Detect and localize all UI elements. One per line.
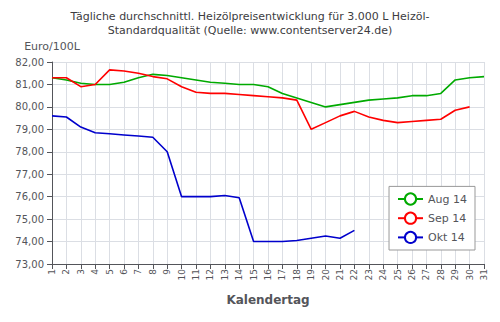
- svg-text:29: 29: [450, 269, 460, 281]
- svg-text:12: 12: [205, 269, 215, 280]
- svg-text:27: 27: [421, 269, 431, 280]
- svg-text:26: 26: [407, 269, 417, 281]
- svg-text:20: 20: [321, 269, 331, 281]
- svg-text:17: 17: [277, 269, 287, 280]
- svg-text:Okt 14: Okt 14: [428, 231, 465, 244]
- svg-text:14: 14: [234, 269, 244, 281]
- svg-text:23: 23: [364, 269, 374, 280]
- svg-text:18: 18: [292, 269, 302, 281]
- svg-text:74,00: 74,00: [15, 236, 44, 247]
- svg-text:4: 4: [90, 269, 100, 275]
- svg-text:19: 19: [306, 269, 316, 281]
- svg-text:75,00: 75,00: [15, 214, 44, 225]
- svg-text:73,00: 73,00: [15, 259, 44, 270]
- svg-text:3: 3: [76, 269, 86, 275]
- svg-text:79,00: 79,00: [15, 124, 44, 135]
- svg-text:9: 9: [162, 269, 172, 275]
- svg-text:Standardqualität (Quelle: www.: Standardqualität (Quelle: www.contentser…: [108, 24, 392, 37]
- svg-text:25: 25: [393, 269, 403, 280]
- svg-text:10: 10: [177, 269, 187, 281]
- svg-text:81,00: 81,00: [15, 79, 44, 90]
- svg-text:1: 1: [47, 269, 57, 275]
- svg-text:77,00: 77,00: [15, 169, 44, 180]
- svg-text:Kalendertag: Kalendertag: [226, 293, 309, 307]
- svg-text:22: 22: [349, 269, 359, 280]
- svg-text:16: 16: [263, 269, 273, 281]
- svg-text:11: 11: [191, 269, 201, 280]
- svg-text:Euro/100L: Euro/100L: [24, 40, 81, 53]
- svg-text:28: 28: [436, 269, 446, 281]
- svg-text:5: 5: [105, 269, 115, 275]
- svg-text:8: 8: [148, 269, 158, 275]
- svg-text:6: 6: [119, 269, 129, 275]
- svg-text:13: 13: [220, 269, 230, 280]
- svg-text:15: 15: [249, 269, 259, 280]
- svg-text:30: 30: [465, 269, 475, 281]
- svg-text:82,00: 82,00: [15, 57, 44, 68]
- svg-text:24: 24: [378, 269, 388, 281]
- svg-text:21: 21: [335, 269, 345, 280]
- svg-text:7: 7: [133, 269, 143, 275]
- svg-text:Aug 14: Aug 14: [428, 193, 467, 206]
- svg-text:Tägliche durchschnittl. Heizöl: Tägliche durchschnittl. Heizölpreisentwi…: [70, 10, 430, 23]
- svg-text:31: 31: [479, 269, 489, 280]
- svg-text:2: 2: [61, 269, 71, 275]
- svg-text:76,00: 76,00: [15, 191, 44, 202]
- svg-text:Sep 14: Sep 14: [428, 212, 466, 225]
- svg-text:78,00: 78,00: [15, 146, 44, 157]
- svg-text:80,00: 80,00: [15, 101, 44, 112]
